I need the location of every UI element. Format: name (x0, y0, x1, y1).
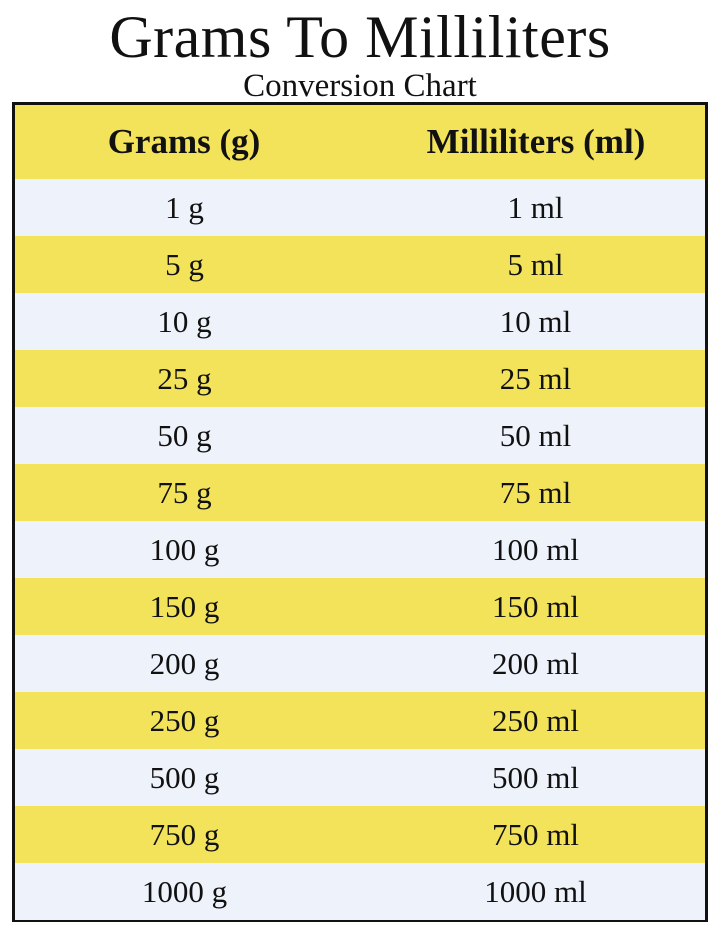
conversion-table: Grams (g) Milliliters (ml) 1 g 1 ml 5 g 5 m… (12, 102, 708, 922)
grams-cell: 50 g (157, 417, 212, 453)
table-row: 150 g 150 ml (15, 578, 705, 635)
grams-cell: 5 g (165, 246, 204, 282)
milliliters-cell: 150 ml (492, 588, 579, 624)
table-row: 1000 g 1000 ml (15, 863, 705, 920)
header-milliliters: Milliliters (ml) (426, 122, 646, 161)
milliliters-cell: 100 ml (492, 531, 579, 567)
table-row: 100 g 100 ml (15, 521, 705, 578)
milliliters-cell: 1 ml (507, 189, 564, 225)
milliliters-cell: 500 ml (492, 759, 579, 795)
grams-cell: 150 g (149, 588, 220, 624)
grams-cell: 750 g (149, 816, 220, 852)
table-row: 1 g 1 ml (15, 179, 705, 236)
milliliters-cell: 200 ml (492, 645, 579, 681)
milliliters-cell: 10 ml (499, 303, 572, 339)
table-header-row: Grams (g) Milliliters (ml) (15, 105, 705, 179)
grams-cell: 10 g (157, 303, 212, 339)
milliliters-cell: 50 ml (499, 417, 572, 453)
milliliters-cell: 75 ml (499, 474, 572, 510)
milliliters-cell: 750 ml (492, 816, 579, 852)
table-row: 750 g 750 ml (15, 806, 705, 863)
milliliters-cell: 25 ml (499, 360, 572, 396)
table-row: 250 g 250 ml (15, 692, 705, 749)
milliliters-cell: 5 ml (507, 246, 564, 282)
table-row: 75 g 75 ml (15, 464, 705, 521)
grams-cell: 1000 g (141, 873, 228, 909)
grams-cell: 75 g (157, 474, 212, 510)
grams-cell: 1 g (165, 189, 204, 225)
page-subtitle: Conversion Chart (243, 68, 477, 104)
table-row: 500 g 500 ml (15, 749, 705, 806)
grams-cell: 25 g (157, 360, 212, 396)
grams-cell: 500 g (149, 759, 220, 795)
header-grams: Grams (g) (107, 122, 261, 161)
table-row: 25 g 25 ml (15, 350, 705, 407)
table-row: 10 g 10 ml (15, 293, 705, 350)
milliliters-cell: 250 ml (492, 702, 579, 738)
table-row: 50 g 50 ml (15, 407, 705, 464)
milliliters-cell: 1000 ml (484, 873, 587, 909)
grams-cell: 250 g (149, 702, 220, 738)
grams-cell: 200 g (149, 645, 220, 681)
table-row: 200 g 200 ml (15, 635, 705, 692)
table-row: 5 g 5 ml (15, 236, 705, 293)
page-title: Grams To Milliliters (109, 4, 611, 70)
grams-cell: 100 g (149, 531, 220, 567)
